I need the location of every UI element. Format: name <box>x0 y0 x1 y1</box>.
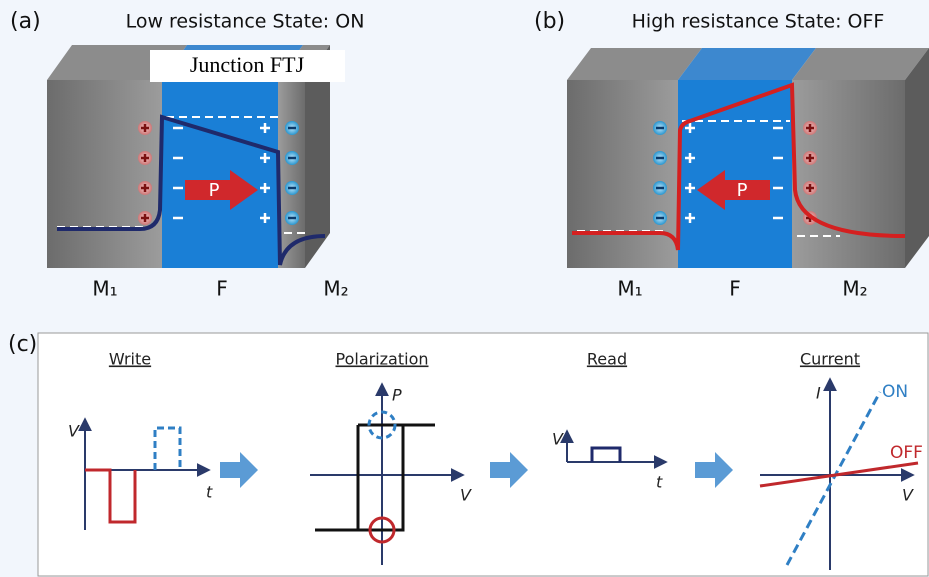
axis-label: V <box>902 486 914 505</box>
device-block-part <box>792 80 905 268</box>
arrow-label: P <box>209 180 220 201</box>
step-title: Current <box>800 350 860 369</box>
panel-frame <box>38 333 928 576</box>
layer-label: F <box>729 277 741 301</box>
panel-title: High resistance State: OFF <box>632 11 885 33</box>
device-block-part <box>162 80 278 268</box>
axis-label: V <box>552 430 564 449</box>
device-block-part <box>47 80 162 268</box>
layer-label: M₁ <box>617 277 642 301</box>
device-block-part <box>567 80 678 268</box>
panel-b: (b) High resistance State: OFF P M₁ F M₂ <box>534 9 929 301</box>
panel-label: (a) <box>10 9 41 34</box>
panel-label: (c) <box>8 332 37 357</box>
axis-label: I <box>816 384 821 403</box>
panel-label: (b) <box>534 9 565 34</box>
layer-label: M₁ <box>92 277 117 301</box>
arrow-label: P <box>737 180 748 201</box>
step-title: Write <box>109 350 151 369</box>
layer-label: M₂ <box>323 277 348 301</box>
line-label: ON <box>882 382 908 402</box>
axis-label: V <box>460 486 472 505</box>
axis-label: t <box>206 483 213 502</box>
step-title: Polarization <box>336 350 429 369</box>
device-block-part <box>905 48 929 268</box>
axis-label: P <box>392 386 402 405</box>
panel-a: (a) Low resistance State: ON P Junction … <box>10 9 364 301</box>
layer-label: M₂ <box>842 277 867 301</box>
device-block-part <box>792 48 929 80</box>
step-title: Read <box>587 350 627 369</box>
line-label: OFF <box>890 443 923 463</box>
panel-c: (c) Write V t Polarization P V Read V t … <box>8 332 928 576</box>
panel-title: Low resistance State: ON <box>126 11 365 33</box>
layer-label: F <box>216 277 228 301</box>
axis-label: t <box>656 473 663 492</box>
axis-label: V <box>68 422 80 441</box>
device-block-part <box>678 48 816 80</box>
figure: (a) Low resistance State: ON P Junction … <box>0 0 929 577</box>
overlay-text: Junction FTJ <box>190 52 305 77</box>
device-block-part <box>678 80 792 268</box>
